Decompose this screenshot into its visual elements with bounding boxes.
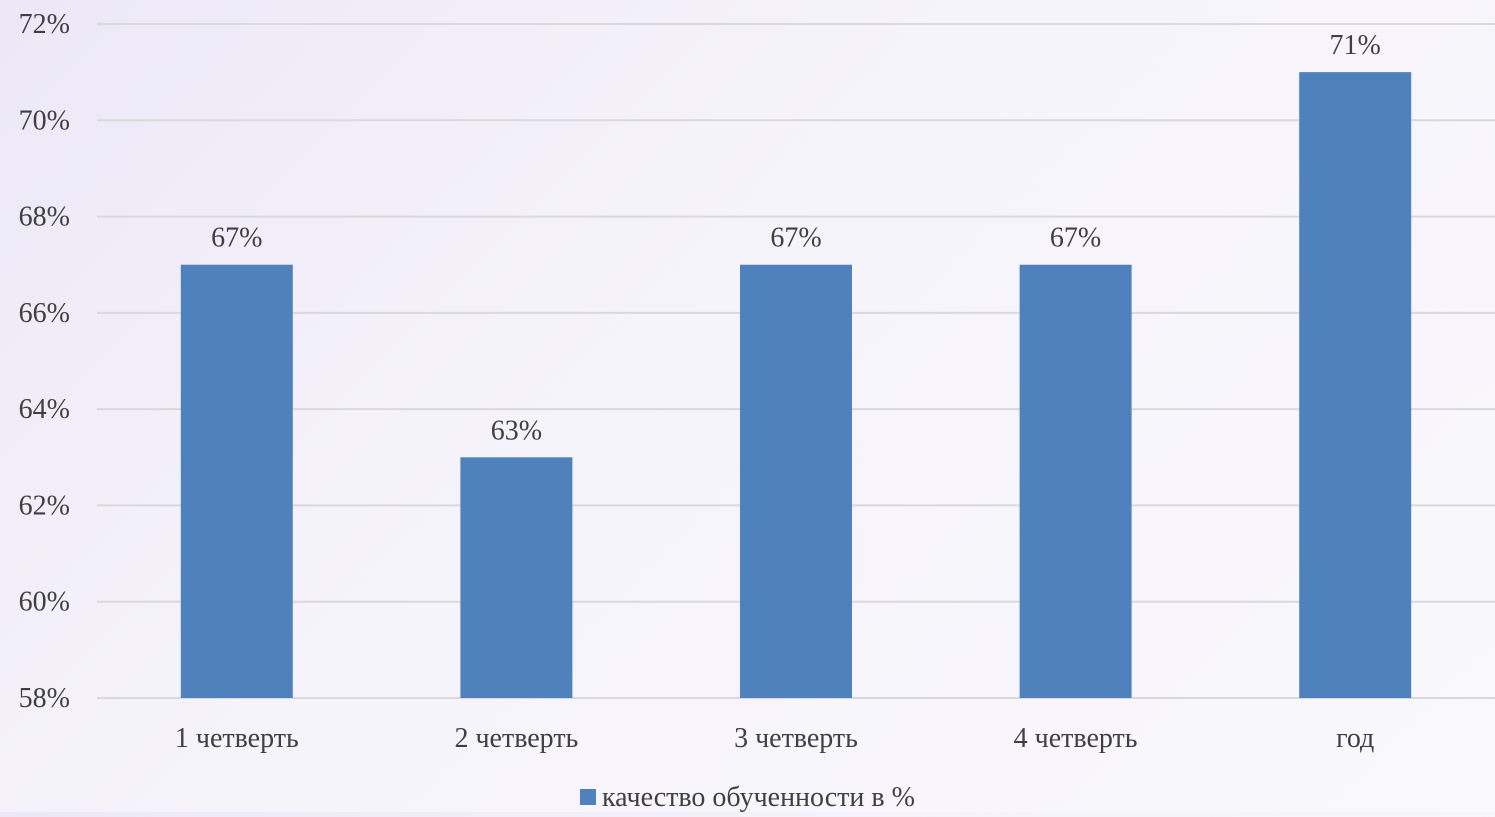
bar: [460, 457, 573, 698]
data-label: 71%: [1330, 30, 1381, 61]
y-tick-label: 68%: [19, 202, 70, 233]
legend-label: качество обученности в %: [602, 782, 915, 812]
data-label: 63%: [491, 415, 542, 446]
bars: [180, 72, 1412, 698]
y-tick-label: 58%: [19, 683, 70, 714]
data-label: 67%: [770, 223, 821, 254]
bar: [740, 264, 852, 698]
data-label: 67%: [1050, 223, 1101, 254]
legend-swatch: [580, 789, 596, 805]
y-tick-label: 60%: [19, 587, 70, 618]
y-tick-label: 64%: [19, 394, 70, 425]
y-tick-label: 66%: [19, 298, 70, 329]
y-tick-label: 70%: [19, 105, 70, 136]
bar: [180, 264, 293, 698]
x-tick-label: 3 четверть: [734, 723, 858, 754]
y-axis-tick-labels: 58% 60% 62% 64% 66% 68% 70% 72%: [19, 9, 70, 714]
x-tick-label: год: [1336, 723, 1374, 754]
x-axis-tick-labels: 1 четверть 2 четверть 3 четверть 4 четверть…: [175, 723, 1374, 754]
y-tick-label: 72%: [19, 9, 70, 40]
data-label: 67%: [211, 223, 262, 254]
x-tick-label: 1 четверть: [175, 723, 299, 754]
y-tick-label: 62%: [19, 490, 70, 521]
x-tick-label: 2 четверть: [454, 723, 578, 754]
bar: [1019, 264, 1132, 698]
legend: качество обученности в %: [580, 782, 915, 813]
bar: [1299, 72, 1412, 698]
x-tick-label: 4 четверть: [1014, 723, 1138, 754]
data-labels: 67% 63% 67% 67% 71%: [211, 30, 1381, 446]
